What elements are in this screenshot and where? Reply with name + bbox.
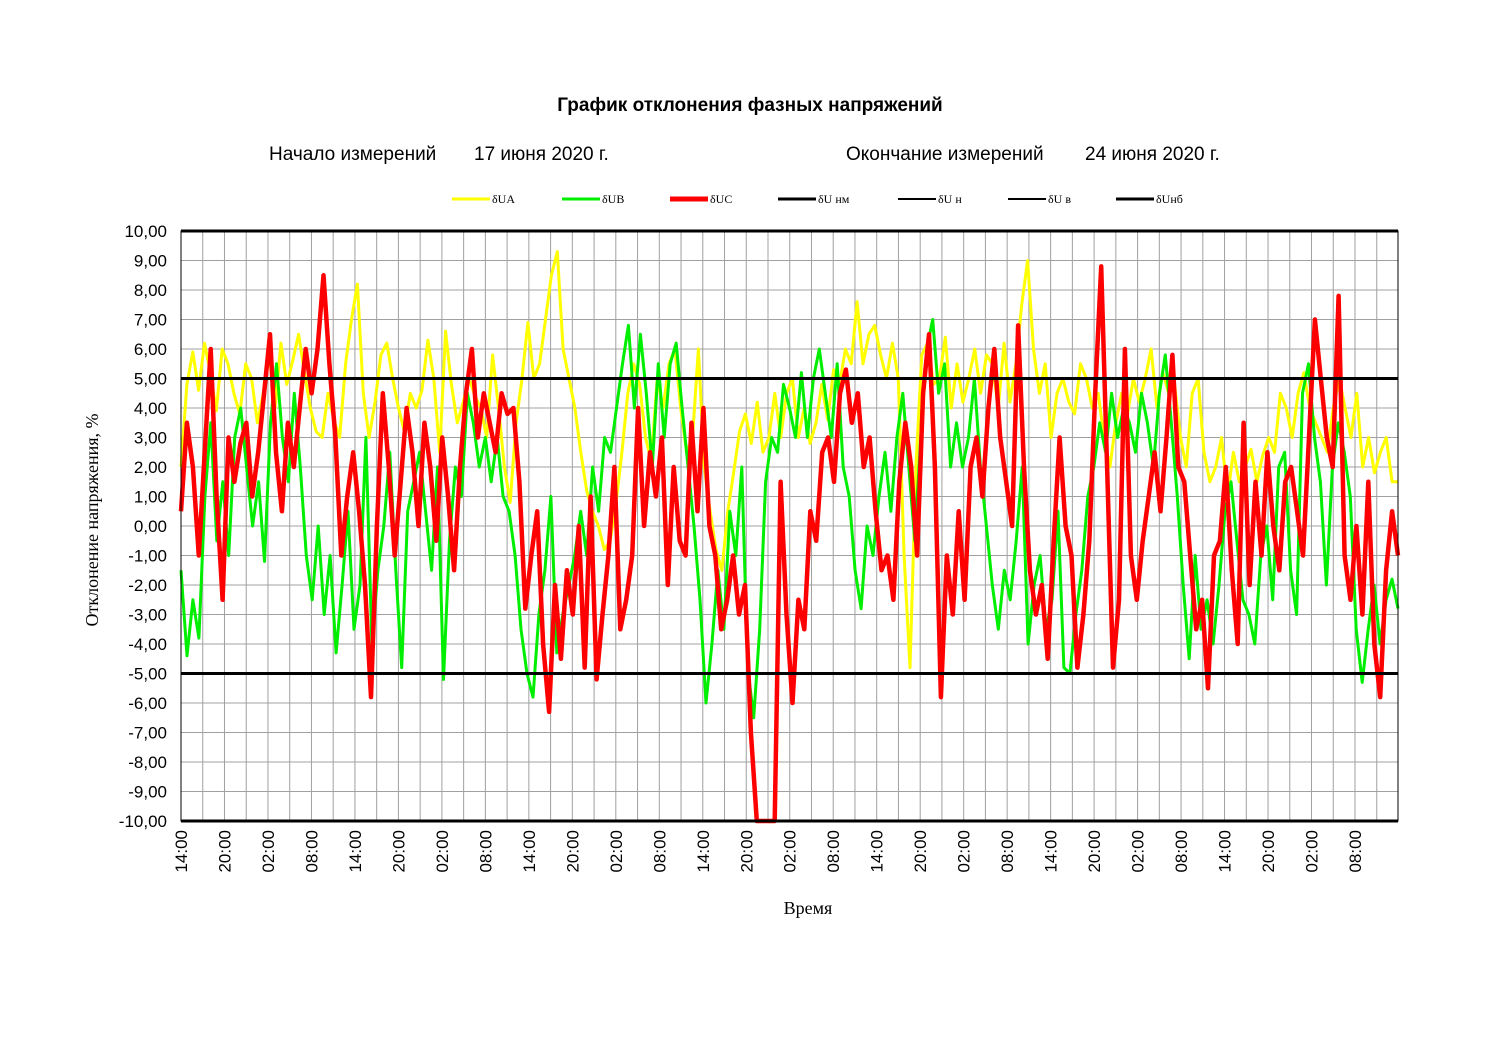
x-tick-label: 14:00: [172, 830, 191, 873]
plot-area: [180, 230, 1399, 822]
y-tick-label: -9,00: [128, 783, 167, 802]
x-tick-label: 02:00: [259, 830, 278, 873]
y-tick-label: -10,00: [119, 812, 167, 831]
y-axis-label: Отклонение напряжения, %: [82, 414, 102, 627]
y-tick-label: 10,00: [124, 222, 167, 241]
x-tick-label: 02:00: [1129, 830, 1148, 873]
legend-label: δU в: [1048, 192, 1071, 206]
x-tick-label: 08:00: [650, 830, 669, 873]
x-tick-label: 08:00: [1172, 830, 1191, 873]
y-tick-label: 4,00: [134, 399, 167, 418]
end-label: Окончание измерений: [846, 144, 1044, 165]
x-tick-label: 02:00: [433, 830, 452, 873]
x-tick-label: 02:00: [1303, 830, 1322, 873]
y-tick-label: 9,00: [134, 252, 167, 271]
y-tick-label: 8,00: [134, 281, 167, 300]
y-tick-label: 2,00: [134, 458, 167, 477]
legend-label: δUA: [492, 192, 515, 206]
x-tick-label: 14:00: [868, 830, 887, 873]
x-tick-label: 20:00: [737, 830, 756, 873]
end-date: 24 июня 2020 г.: [1085, 144, 1220, 165]
y-tick-label: 7,00: [134, 311, 167, 330]
y-axis-ticks: 10,00 9,00 8,00 7,00 6,00 5,00 4,00 3,00 2,00 1,0…: [119, 222, 167, 831]
legend-label: δU нм: [818, 192, 850, 206]
y-tick-label: -6,00: [128, 694, 167, 713]
y-tick-label: 0,00: [134, 517, 167, 536]
x-tick-label: 14:00: [1216, 830, 1235, 873]
x-tick-label: 08:00: [302, 830, 321, 873]
x-tick-label: 02:00: [955, 830, 974, 873]
x-tick-label: 20:00: [1085, 830, 1104, 873]
y-tick-label: -1,00: [128, 547, 167, 566]
legend-label: δU н: [938, 192, 962, 206]
x-tick-label: 20:00: [389, 830, 408, 873]
x-tick-label: 08:00: [998, 830, 1017, 873]
x-axis-ticks: 14:00 20:00 02:00 08:00 14:00 20:00 02:00 08:00…: [172, 830, 1365, 873]
y-tick-label: -4,00: [128, 635, 167, 654]
legend-label: δUB: [602, 192, 624, 206]
x-tick-label: 20:00: [563, 830, 582, 873]
legend-label: δUнб: [1156, 192, 1183, 206]
x-tick-label: 20:00: [216, 830, 235, 873]
x-tick-label: 14:00: [520, 830, 539, 873]
x-tick-label: 02:00: [607, 830, 626, 873]
y-tick-label: 6,00: [134, 340, 167, 359]
start-date: 17 июня 2020 г.: [474, 144, 609, 165]
legend: δUA δUB δUC δU нм δU н δU в δUнб: [452, 192, 1183, 206]
x-tick-label: 08:00: [1346, 830, 1365, 873]
chart-title: График отклонения фазных напряжений: [557, 95, 943, 116]
start-label: Начало измерений: [269, 144, 437, 165]
data-series: [178, 250, 1401, 824]
y-tick-label: -3,00: [128, 606, 167, 625]
y-tick-label: 5,00: [134, 370, 167, 389]
x-tick-label: 08:00: [824, 830, 843, 873]
y-tick-label: -7,00: [128, 724, 167, 743]
legend-label: δUC: [710, 192, 732, 206]
series-line: [178, 264, 1401, 824]
x-tick-label: 02:00: [781, 830, 800, 873]
y-tick-label: 1,00: [134, 488, 167, 507]
y-tick-label: -8,00: [128, 753, 167, 772]
x-tick-label: 20:00: [911, 830, 930, 873]
y-tick-label: 3,00: [134, 429, 167, 448]
x-tick-label: 14:00: [346, 830, 365, 873]
series-line: [179, 318, 1400, 720]
x-axis-label: Время: [784, 898, 833, 918]
x-tick-label: 14:00: [694, 830, 713, 873]
x-tick-label: 14:00: [1042, 830, 1061, 873]
y-tick-label: -2,00: [128, 576, 167, 595]
x-tick-label: 08:00: [476, 830, 495, 873]
x-tick-label: 20:00: [1259, 830, 1278, 873]
y-tick-label: -5,00: [128, 665, 167, 684]
series-line: [179, 250, 1398, 670]
